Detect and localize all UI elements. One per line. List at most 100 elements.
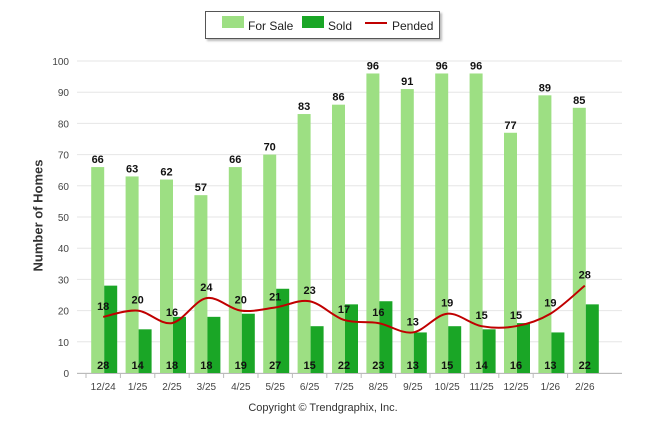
- data-label-sold: 13: [407, 360, 419, 372]
- data-label-sold: 15: [303, 360, 315, 372]
- data-label-for-sale: 83: [298, 101, 310, 113]
- y-tick-label: 80: [58, 119, 70, 130]
- legend: For Sale Sold Pended: [205, 11, 440, 39]
- x-tick-label: 6/25: [300, 382, 320, 393]
- data-label-sold: 15: [441, 360, 453, 372]
- legend-swatch-for-sale: [222, 16, 244, 28]
- data-label-pended: 16: [166, 307, 178, 319]
- data-label-pended: 21: [269, 291, 281, 303]
- bar-sold: [104, 285, 118, 373]
- data-label-pended: 20: [131, 295, 143, 307]
- bar-sold: [276, 288, 290, 373]
- bar-sold: [482, 329, 496, 373]
- y-tick-label: 20: [58, 307, 70, 318]
- bar-sold: [310, 326, 324, 373]
- bar-for-sale: [263, 154, 277, 373]
- data-label-for-sale: 85: [573, 95, 585, 107]
- bar-sold: [551, 332, 565, 373]
- data-label-for-sale: 89: [539, 82, 551, 94]
- data-label-sold: 18: [166, 360, 178, 372]
- x-tick-label: 7/25: [334, 382, 354, 393]
- bar-sold: [585, 304, 599, 373]
- data-label-pended: 19: [544, 298, 556, 310]
- x-tick-label: 9/25: [403, 382, 423, 393]
- bar-for-sale: [228, 167, 242, 373]
- data-label-pended: 13: [407, 316, 419, 328]
- y-tick-label: 70: [58, 151, 70, 162]
- y-tick-label: 50: [58, 213, 70, 224]
- copyright-text: Copyright © Trendgraphix, Inc.: [248, 402, 398, 414]
- data-label-sold: 19: [235, 360, 247, 372]
- bar-sold: [173, 316, 186, 373]
- data-label-sold: 22: [579, 360, 591, 372]
- data-label-pended: 19: [441, 298, 453, 310]
- x-tick-label: 2/25: [162, 382, 182, 393]
- data-label-sold: 23: [372, 360, 384, 372]
- y-tick-label: 40: [58, 244, 70, 255]
- data-label-for-sale: 96: [470, 60, 482, 72]
- legend-label-sold: Sold: [328, 19, 353, 33]
- data-label-sold: 13: [544, 360, 556, 372]
- x-tick-label: 10/25: [435, 382, 460, 393]
- legend-swatch-pended: [365, 22, 387, 24]
- y-tick-label: 10: [58, 338, 70, 349]
- bar-for-sale: [297, 114, 311, 373]
- data-label-pended: 28: [579, 270, 591, 282]
- data-label-pended: 18: [97, 301, 109, 313]
- bar-sold: [413, 332, 427, 373]
- y-tick-label: 90: [58, 88, 70, 99]
- data-label-pended: 15: [475, 310, 487, 322]
- data-label-sold: 14: [475, 360, 488, 372]
- y-tick-label: 30: [58, 275, 70, 286]
- bar-sold: [517, 323, 530, 373]
- data-label-for-sale: 96: [367, 60, 379, 72]
- bar-for-sale: [160, 179, 173, 373]
- bar-sold: [448, 326, 462, 373]
- y-tick-label: 0: [63, 369, 69, 380]
- data-label-sold: 28: [97, 360, 109, 372]
- bar-sold: [241, 313, 255, 373]
- data-label-for-sale: 77: [504, 120, 516, 132]
- data-label-sold: 22: [338, 360, 350, 372]
- bar-sold: [138, 329, 152, 373]
- data-label-pended: 15: [510, 310, 522, 322]
- data-label-sold: 14: [131, 360, 144, 372]
- bar-sold: [207, 316, 221, 373]
- data-label-sold: 16: [510, 360, 522, 372]
- line-pended: [102, 284, 586, 334]
- data-label-for-sale: 66: [92, 154, 104, 166]
- data-label-sold: 18: [200, 360, 212, 372]
- bar-for-sale: [194, 195, 208, 373]
- bar-for-sale: [504, 132, 517, 373]
- legend-label-for-sale: For Sale: [248, 19, 294, 33]
- x-tick-label: 2/26: [575, 382, 595, 393]
- x-tick-label: 4/25: [231, 382, 251, 393]
- data-label-pended: 17: [338, 304, 350, 316]
- data-label-pended: 20: [235, 295, 247, 307]
- x-tick-label: 5/25: [265, 382, 285, 393]
- data-label-sold: 27: [269, 360, 281, 372]
- data-label-for-sale: 86: [332, 92, 344, 104]
- bar-for-sale: [332, 104, 345, 374]
- data-label-for-sale: 70: [264, 142, 276, 154]
- data-label-for-sale: 63: [126, 163, 138, 175]
- bar-for-sale: [469, 73, 483, 373]
- bar-for-sale: [91, 167, 105, 373]
- x-tick-label: 3/25: [197, 382, 217, 393]
- data-label-pended: 23: [303, 285, 315, 297]
- bar-sold: [379, 301, 393, 373]
- x-tick-label: 1/26: [541, 382, 561, 393]
- x-tick-label: 1/25: [128, 382, 148, 393]
- bar-for-sale: [400, 89, 414, 373]
- x-tick-label: 11/25: [469, 382, 494, 393]
- data-label-for-sale: 62: [160, 167, 172, 179]
- data-label-for-sale: 91: [401, 76, 413, 88]
- data-label-pended: 16: [372, 307, 384, 319]
- y-tick-label: 60: [58, 182, 70, 193]
- bar-for-sale: [125, 176, 139, 373]
- legend-swatch-sold: [302, 16, 324, 28]
- data-label-for-sale: 96: [436, 60, 448, 72]
- bar-for-sale: [538, 95, 552, 373]
- y-tick-label: 100: [52, 57, 69, 68]
